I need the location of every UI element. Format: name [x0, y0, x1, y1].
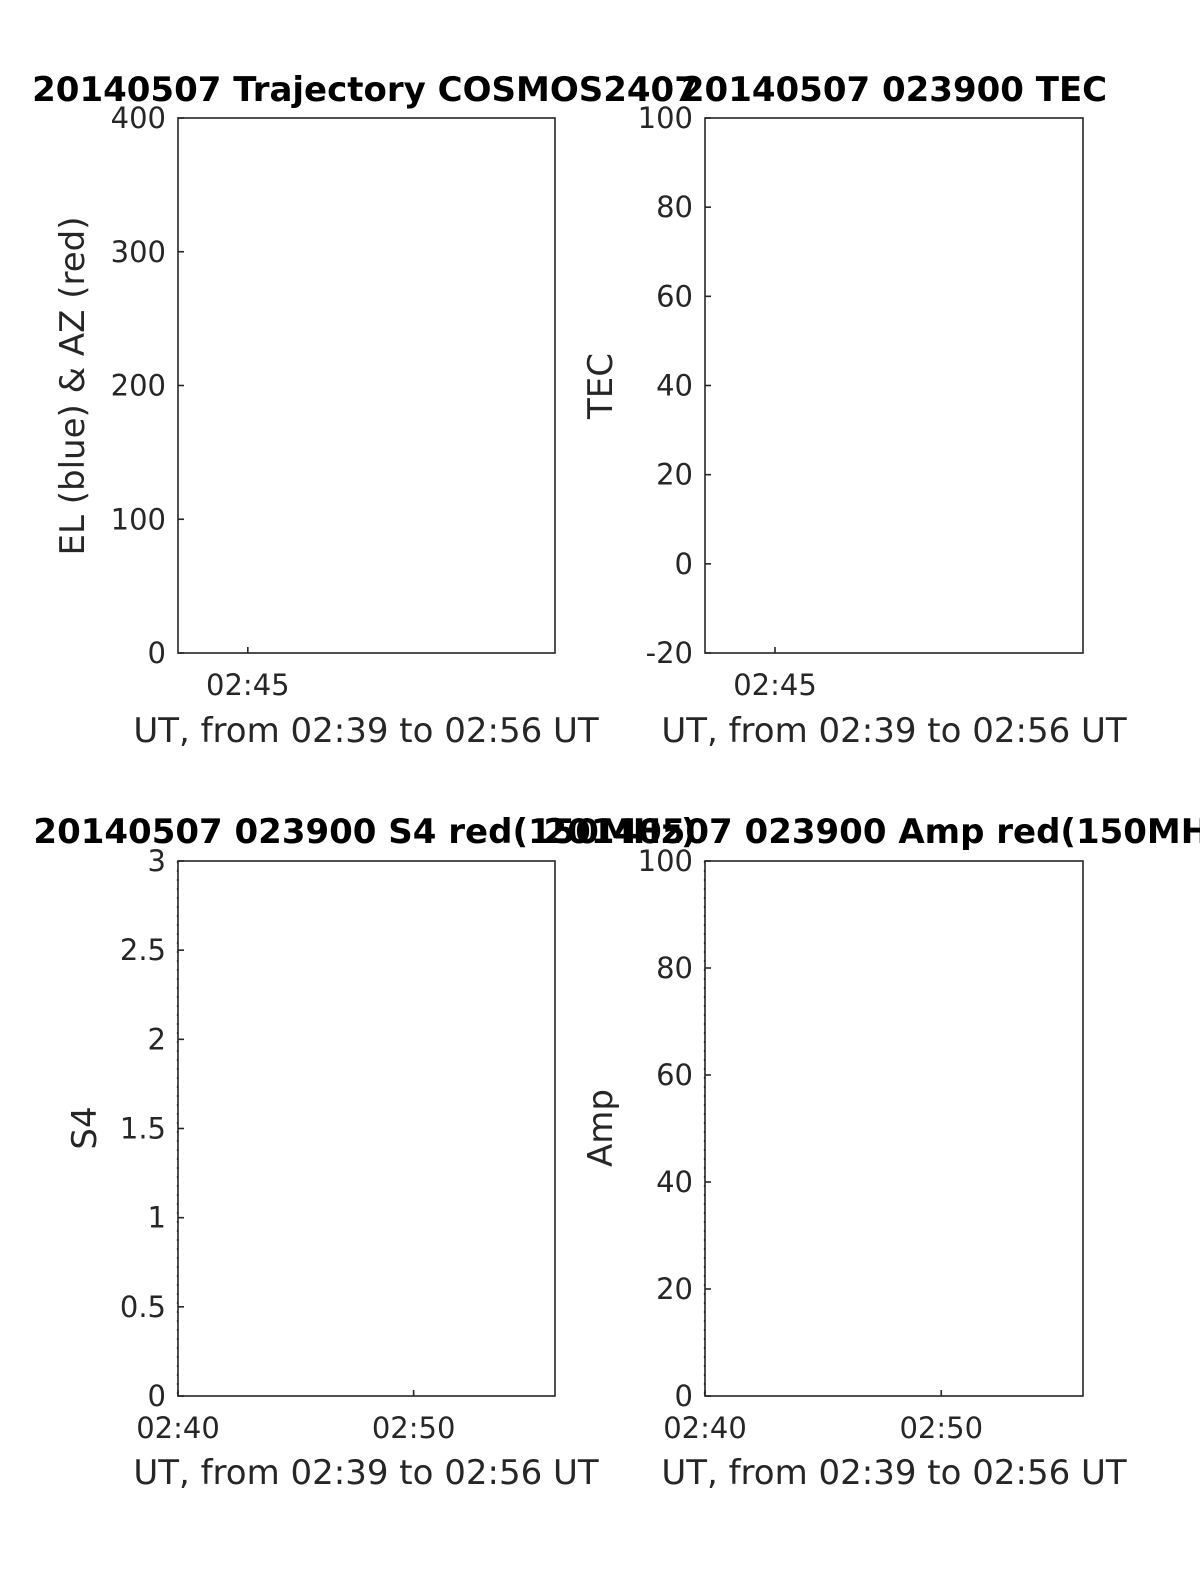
- trajectory-ytick-label: 400: [111, 101, 166, 135]
- amp-title: 20140507 023900 Amp red(150MHz): [543, 812, 1200, 852]
- trajectory-title: 20140507 Trajectory COSMOS2407: [32, 70, 698, 110]
- trajectory-xtick-label: 02:45: [206, 668, 290, 702]
- amp-xtick-label: 02:50: [899, 1411, 983, 1445]
- tec-panel: 20140507 023900 TEC TEC UT, from 02:39 t…: [581, 70, 1127, 751]
- tec-ytick-label: -20: [646, 636, 693, 670]
- s4-axes-frame: [177, 860, 556, 1397]
- tec-ytick-label: 60: [656, 279, 693, 313]
- tec-axes-frame: [704, 117, 1084, 654]
- s4-xtick-label: 02:40: [136, 1411, 220, 1445]
- trajectory-ylabel: EL (blue) & AZ (red): [53, 216, 93, 555]
- amp-ylabel: Amp: [581, 1089, 621, 1167]
- s4-ytick-label: 1.5: [120, 1112, 166, 1146]
- s4-panel: 20140507 023900 S4 red(150MHz) S4 UT, fr…: [33, 812, 696, 1493]
- tec-xlabel: UT, from 02:39 to 02:56 UT: [661, 711, 1127, 751]
- trajectory-ytick-label: 300: [111, 235, 166, 269]
- s4-ytick-label: 2: [148, 1022, 166, 1056]
- tec-title: 20140507 023900 TEC: [681, 70, 1107, 110]
- amp-ytick-label: 40: [656, 1165, 693, 1199]
- tec-ytick-label: 0: [675, 547, 693, 581]
- amp-xlabel: UT, from 02:39 to 02:56 UT: [661, 1453, 1127, 1493]
- tec-ytick-label: 100: [638, 101, 693, 135]
- amp-axes-frame: [704, 860, 1084, 1397]
- s4-ylabel: S4: [65, 1106, 105, 1149]
- amp-ytick-label: 80: [656, 951, 693, 985]
- tec-ytick-label: 20: [656, 458, 693, 492]
- tec-ylabel: TEC: [581, 353, 621, 420]
- s4-ytick-label: 0: [148, 1379, 166, 1413]
- trajectory-panel: 20140507 Trajectory COSMOS2407 EL (blue)…: [32, 70, 698, 751]
- s4-xtick-label: 02:50: [372, 1411, 456, 1445]
- amp-ytick-label: 20: [656, 1272, 693, 1306]
- amp-panel: 20140507 023900 Amp red(150MHz) Amp UT, …: [543, 812, 1200, 1493]
- trajectory-ytick-label: 100: [111, 502, 166, 536]
- s4-xlabel: UT, from 02:39 to 02:56 UT: [133, 1453, 599, 1493]
- tec-xtick-label: 02:45: [733, 668, 817, 702]
- amp-xtick-label: 02:40: [663, 1411, 747, 1445]
- trajectory-ytick-label: 0: [148, 636, 166, 670]
- s4-title: 20140507 023900 S4 red(150MHz): [33, 812, 696, 852]
- trajectory-axes-frame: [177, 117, 556, 654]
- s4-ytick-label: 0.5: [120, 1290, 166, 1324]
- s4-ytick-label: 1: [148, 1201, 166, 1235]
- amp-ytick-label: 60: [656, 1058, 693, 1092]
- trajectory-xlabel: UT, from 02:39 to 02:56 UT: [133, 711, 599, 751]
- trajectory-ytick-label: 200: [111, 369, 166, 403]
- s4-ytick-label: 3: [148, 844, 166, 878]
- amp-ytick-label: 0: [675, 1379, 693, 1413]
- tec-ytick-label: 40: [656, 369, 693, 403]
- amp-ytick-label: 100: [638, 844, 693, 878]
- s4-ytick-label: 2.5: [120, 933, 166, 967]
- tec-ytick-label: 80: [656, 190, 693, 224]
